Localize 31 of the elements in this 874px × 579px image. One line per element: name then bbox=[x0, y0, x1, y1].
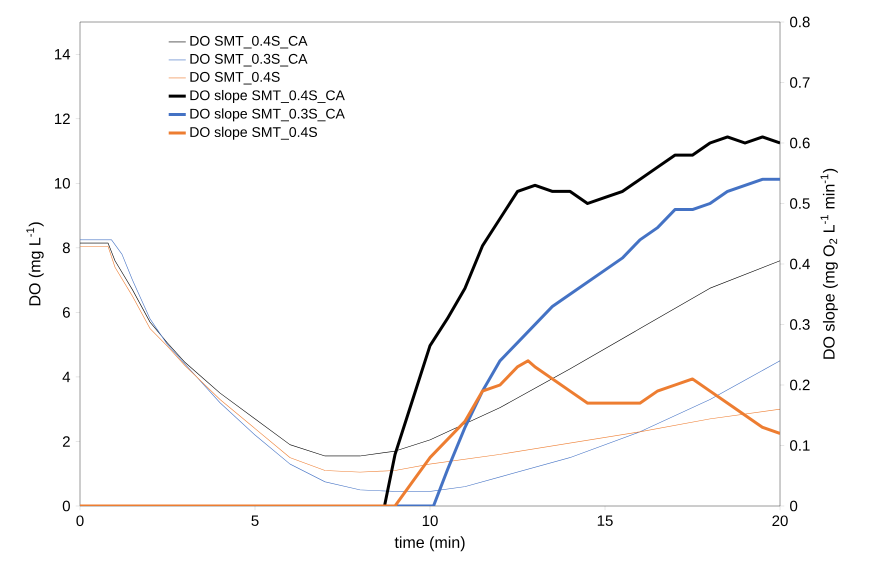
y-tick-label: 2 bbox=[62, 436, 70, 447]
legend-label: DO SMT_0.4S bbox=[190, 72, 280, 84]
y-tick-label: 12 bbox=[55, 114, 70, 124]
legend-label: DO slope SMT_0.4S bbox=[190, 126, 318, 140]
y2-tick-label: 0.5 bbox=[790, 198, 810, 209]
y-tick-label: 0 bbox=[62, 500, 70, 512]
y2-axis-title: DO slope (mg O$_{2}$ L$^{-1}$ min$^{-1}$) bbox=[820, 168, 838, 359]
y-tick-label: 4 bbox=[62, 372, 70, 382]
y2-tick-label: 0.3 bbox=[790, 319, 810, 330]
y-tick-label: 8 bbox=[62, 242, 70, 254]
x-axis-title: time (min) bbox=[394, 536, 465, 552]
y-tick-label: 10 bbox=[55, 178, 70, 189]
legend-label: DO SMT_0.4S_CA bbox=[190, 36, 308, 48]
y-axis-title: DO (mg L$^{-1}$) bbox=[26, 222, 44, 306]
y2-tick-label: 0 bbox=[790, 500, 798, 512]
x-tick-label: 20 bbox=[772, 515, 788, 526]
y2-tick-label: 0.4 bbox=[790, 258, 810, 270]
y2-tick-label: 0.6 bbox=[790, 138, 810, 148]
y2-tick-label: 0.2 bbox=[790, 380, 810, 390]
legend-label: DO slope SMT_0.3S_CA bbox=[190, 108, 345, 122]
y2-tick-label: 0.8 bbox=[790, 16, 810, 28]
x-tick-label: 15 bbox=[598, 515, 613, 526]
x-tick-label: 10 bbox=[422, 515, 438, 526]
y2-tick-label: 0.7 bbox=[790, 77, 810, 88]
x-tick-label: 5 bbox=[251, 515, 259, 526]
legend-label: DO slope SMT_0.4S_CA bbox=[190, 90, 345, 104]
y2-tick-label: 0.1 bbox=[790, 440, 810, 451]
y-tick-label: 14 bbox=[55, 49, 70, 60]
legend-label: DO SMT_0.3S_CA bbox=[190, 54, 308, 66]
x-tick-label: 0 bbox=[76, 515, 84, 526]
y-tick-label: 6 bbox=[62, 307, 70, 318]
